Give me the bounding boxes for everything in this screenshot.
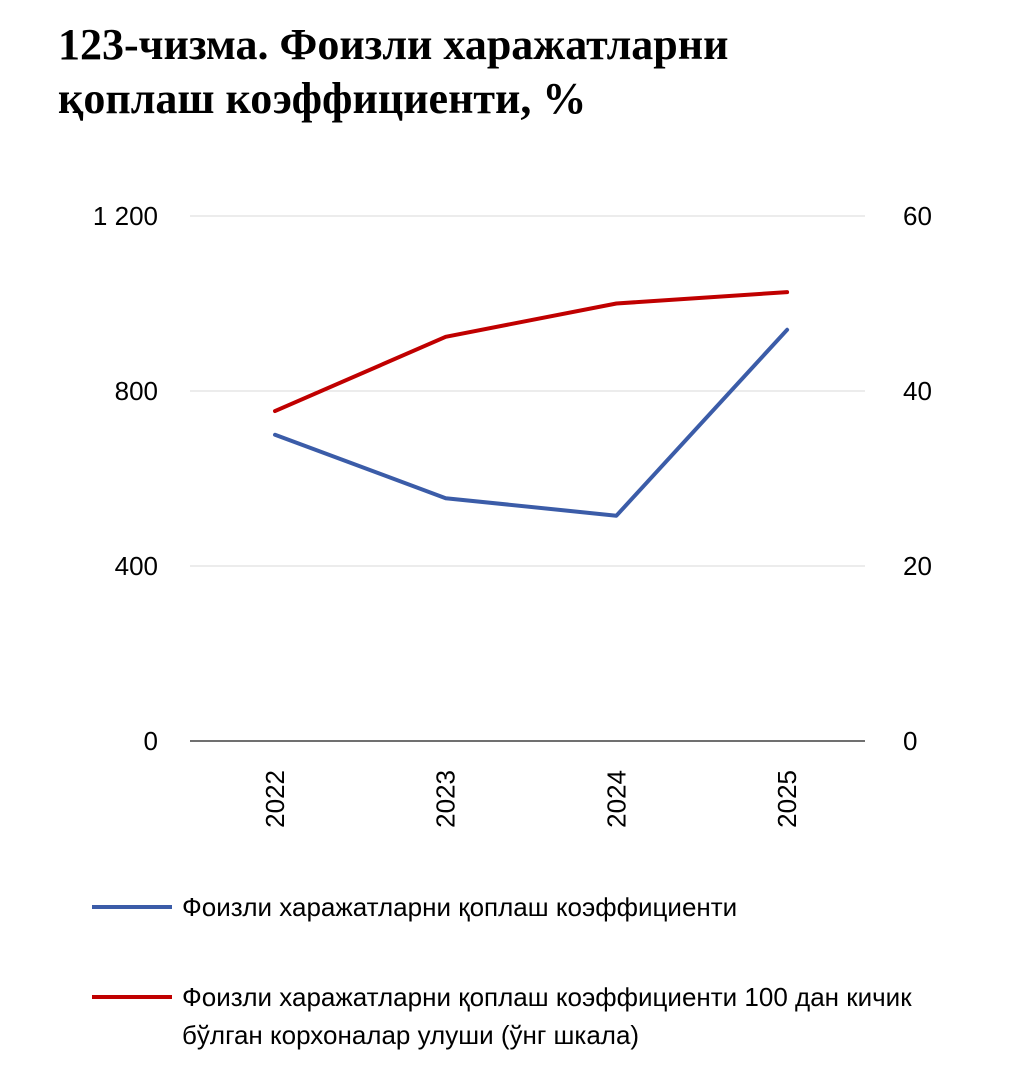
y-right-tick-label: 60 <box>903 201 932 231</box>
y-left-tick-label: 800 <box>115 376 158 406</box>
y-right-tick-label: 40 <box>903 376 932 406</box>
y-right-tick-label: 0 <box>903 726 917 756</box>
y-left-tick-label: 1 200 <box>93 201 158 231</box>
legend-label-share: Фоизли харажатларни қоплаш коэффициенти … <box>182 982 912 1050</box>
y-right-tick-label: 20 <box>903 551 932 581</box>
x-tick-label: 2025 <box>772 770 802 828</box>
line-chart: 0 400 800 1 200 0 20 40 60 2022 2023 2024 2025 <box>93 201 932 828</box>
legend-swatch-coverage <box>92 905 172 909</box>
chart-title: 123-чизма. Фоизли харажатларни қоплаш ко… <box>58 18 958 126</box>
legend-swatch-share <box>92 995 172 999</box>
x-tick-label: 2023 <box>431 770 461 828</box>
x-tick-label: 2022 <box>260 770 290 828</box>
series-line-share <box>273 290 790 414</box>
x-tick-label: 2024 <box>601 770 631 828</box>
series-line-coverage <box>273 327 790 518</box>
chart-title-line-1: 123-чизма. Фоизли харажатларни <box>58 20 729 69</box>
legend-label-coverage: Фоизли харажатларни қоплаш коэффициенти <box>182 892 738 922</box>
y-left-tick-label: 0 <box>144 726 158 756</box>
y-left-tick-label: 400 <box>115 551 158 581</box>
chart-title-line-2: қоплаш коэффициенти, % <box>58 74 587 123</box>
